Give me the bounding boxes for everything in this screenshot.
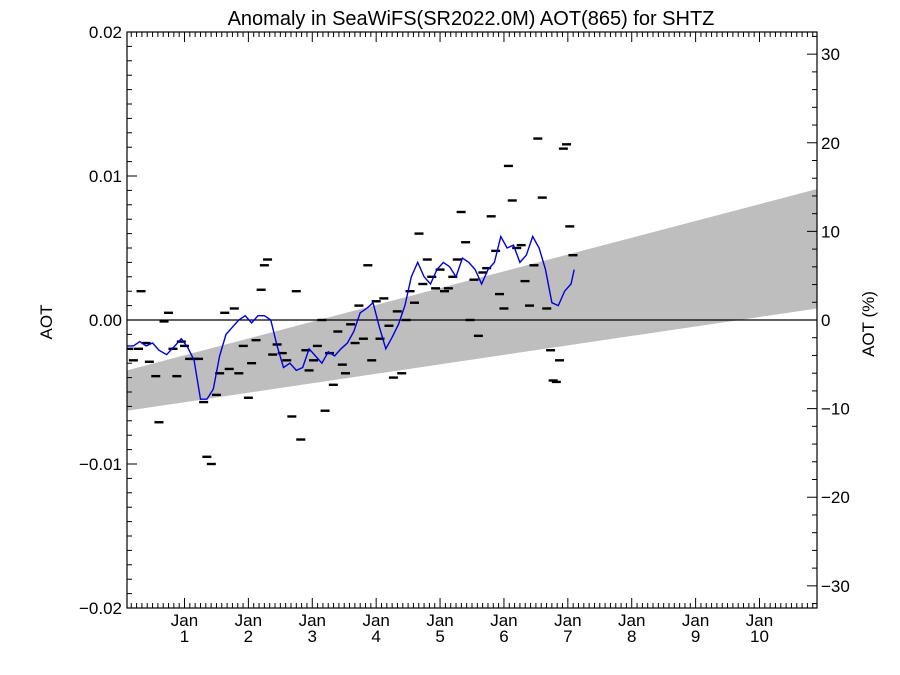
trend-band [127, 189, 817, 411]
x-tick-label-year-9: 10 [750, 627, 769, 646]
x-tick-label-year-1: 2 [244, 627, 253, 646]
x-tick-label-year-5: 6 [499, 627, 508, 646]
axes: −0.02 −0.01 0.00 0.01 0.02 −30 −20 −10 0 10 20 30 Ja… [79, 23, 850, 646]
y-tick-label-right-1: −20 [821, 488, 850, 507]
y-tick-label-left-0: −0.02 [79, 599, 122, 618]
x-tick-label-month-6: Jan [554, 611, 581, 630]
x-tick-label-month-0: Jan [171, 611, 198, 630]
x-tick-label-year-0: 1 [180, 627, 189, 646]
x-tick-label-month-3: Jan [362, 611, 389, 630]
x-tick-label-year-8: 9 [691, 627, 700, 646]
x-tick-label-month-4: Jan [426, 611, 453, 630]
y-tick-label-left-1: −0.01 [79, 455, 122, 474]
x-tick-label-month-2: Jan [299, 611, 326, 630]
plot-area [127, 137, 817, 466]
y-axis-label-left: AOT [37, 305, 56, 340]
y-tick-label-left-2: 0.00 [89, 311, 122, 330]
y-tick-label-right-6: 30 [821, 45, 840, 64]
y-tick-label-right-3: 0 [821, 311, 830, 330]
x-tick-label-month-9: Jan [746, 611, 773, 630]
x-tick-label-month-5: Jan [490, 611, 517, 630]
x-tick-label-year-6: 7 [563, 627, 572, 646]
y-tick-label-right-0: −30 [821, 577, 850, 596]
y-tick-label-left-4: 0.02 [89, 23, 122, 42]
x-tick-label-year-4: 5 [435, 627, 444, 646]
y-tick-label-left-3: 0.01 [89, 167, 122, 186]
y-tick-label-right-2: −10 [821, 400, 850, 419]
x-tick-label-year-3: 4 [371, 627, 380, 646]
y-axis-label-right: AOT (%) [859, 291, 878, 357]
x-tick-label-year-7: 8 [627, 627, 636, 646]
x-tick-label-year-2: 3 [308, 627, 317, 646]
running-mean-line [127, 234, 575, 400]
y-tick-label-right-4: 10 [821, 222, 840, 241]
x-tick-label-month-1: Jan [235, 611, 262, 630]
chart-title: Anomaly in SeaWiFS(SR2022.0M) AOT(865) f… [228, 8, 715, 30]
x-tick-label-month-8: Jan [682, 611, 709, 630]
y-tick-label-right-5: 20 [821, 134, 840, 153]
x-tick-label-month-7: Jan [618, 611, 645, 630]
